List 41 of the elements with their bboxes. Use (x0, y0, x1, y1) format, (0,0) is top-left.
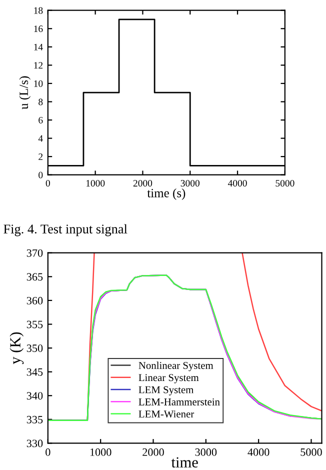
x-tick-label: 1000 (86, 180, 105, 187)
y-tick-label: 340 (26, 392, 43, 400)
x-tick-label: 4000 (248, 448, 270, 456)
y-tick-label: 370 (26, 249, 43, 257)
x-tick-label: 5000 (276, 180, 294, 187)
y-tick-label: 355 (26, 320, 43, 328)
x-axis-title: time (s) (147, 188, 186, 200)
caption: Fig. 4. Test input signal (4, 224, 128, 236)
y-tick-label: 365 (26, 273, 43, 281)
legend-label: LEM-Wiener (138, 410, 194, 418)
y-tick-label: 330 (26, 440, 43, 448)
x-tick-label: 4000 (228, 180, 247, 187)
x-axis-title: time (171, 457, 198, 468)
y-axis-title: u (L/s) (19, 76, 31, 110)
x-tick-label: 1000 (90, 448, 112, 456)
y-tick-label: 4 (38, 135, 43, 142)
y-tick-label: 360 (26, 296, 43, 304)
y-axis-title: y (K) (10, 332, 24, 364)
y-tick-label: 345 (26, 368, 43, 376)
legend-label: Linear System (138, 374, 199, 384)
y-tick-label: 0 (38, 172, 43, 178)
x-tick-label: 2000 (133, 180, 152, 187)
y-tick-label: 6 (38, 116, 43, 124)
x-tick-label: 3000 (195, 448, 217, 456)
y-tick-label: 12 (34, 62, 43, 69)
legend-label: Nonlinear System (138, 362, 214, 372)
y-tick-label: 10 (34, 80, 43, 87)
x-tick-label: 3000 (180, 180, 200, 187)
y-tick-label: 14 (34, 44, 43, 50)
y-tick-label: 350 (26, 344, 43, 352)
y-tick-label: 16 (34, 26, 43, 32)
legend-label: LEM System (138, 386, 194, 396)
x-tick-label: 0 (46, 448, 50, 456)
x-tick-label: 5000 (300, 448, 322, 456)
x-tick-label: 2000 (142, 448, 164, 456)
x-tick-label: 0 (46, 180, 50, 187)
y-tick-label: 8 (38, 98, 43, 106)
y-tick-label: 2 (38, 153, 43, 160)
legend-label: LEM-Hammerstein (138, 398, 220, 406)
y-tick-label: 335 (26, 416, 43, 424)
y-tick-label: 18 (34, 7, 43, 14)
